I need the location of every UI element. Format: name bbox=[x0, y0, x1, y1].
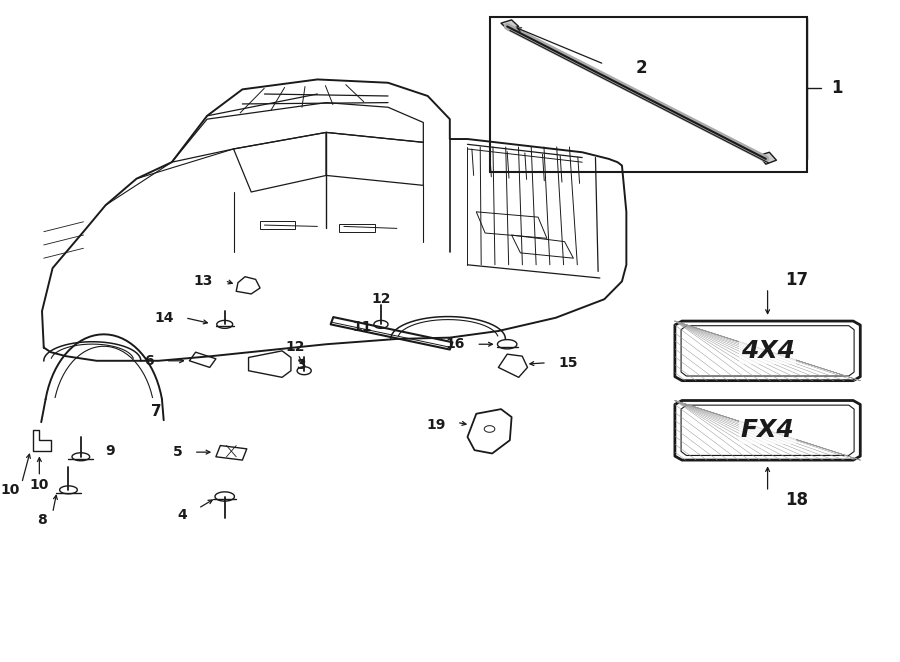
Text: 12: 12 bbox=[285, 340, 305, 354]
Text: 4: 4 bbox=[177, 508, 187, 522]
Bar bbox=[339, 224, 374, 232]
Text: 2: 2 bbox=[635, 58, 647, 77]
Text: 14: 14 bbox=[154, 310, 174, 325]
Text: 9: 9 bbox=[105, 444, 115, 459]
Text: 13: 13 bbox=[194, 273, 213, 288]
Bar bbox=[490, 17, 807, 172]
Text: 1: 1 bbox=[831, 79, 842, 97]
Text: 10: 10 bbox=[30, 477, 49, 492]
Text: 10: 10 bbox=[1, 483, 20, 497]
Text: 15: 15 bbox=[558, 355, 578, 370]
Text: 6: 6 bbox=[145, 354, 154, 368]
Text: 17: 17 bbox=[785, 271, 808, 289]
Text: 16: 16 bbox=[446, 337, 464, 352]
Text: 11: 11 bbox=[353, 320, 373, 334]
Text: 3: 3 bbox=[296, 358, 306, 373]
Text: 5: 5 bbox=[173, 445, 183, 459]
Text: 4X4: 4X4 bbox=[741, 339, 795, 363]
Polygon shape bbox=[759, 152, 777, 164]
Text: 12: 12 bbox=[371, 292, 391, 307]
Text: 8: 8 bbox=[37, 512, 47, 527]
Text: FX4: FX4 bbox=[741, 418, 795, 442]
Polygon shape bbox=[501, 20, 518, 30]
Text: 18: 18 bbox=[785, 491, 808, 509]
Bar bbox=[260, 221, 295, 229]
Text: 19: 19 bbox=[426, 418, 446, 432]
Text: 7: 7 bbox=[151, 404, 162, 419]
